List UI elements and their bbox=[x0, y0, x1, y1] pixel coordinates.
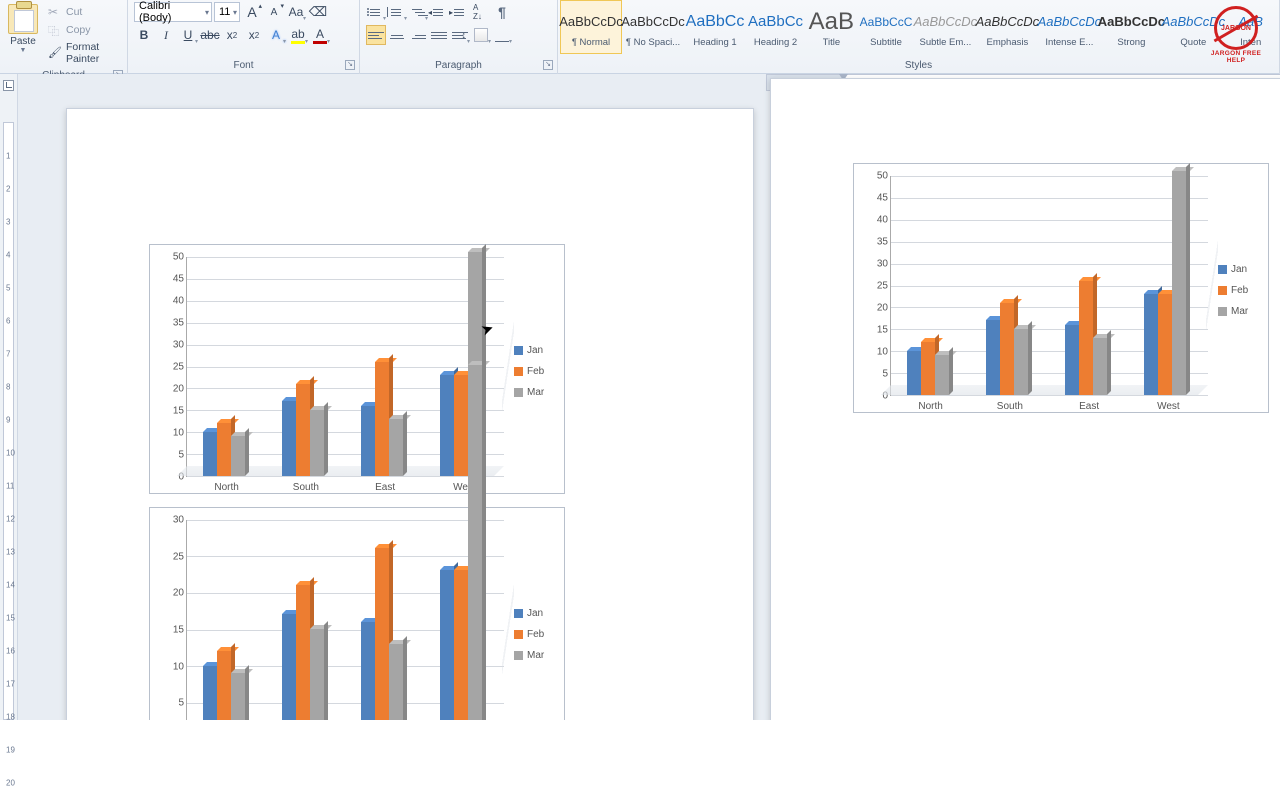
cut-button[interactable]: Cut bbox=[46, 4, 119, 20]
chart-2[interactable]: 51015202530NorthSouthEastWestJanFebMar bbox=[149, 507, 565, 720]
clear-format-button[interactable]: ⌫ bbox=[308, 2, 328, 22]
bold-button[interactable]: B bbox=[134, 25, 154, 45]
dec-indent-button[interactable]: ◂ bbox=[429, 2, 449, 22]
style-emphasis[interactable]: AaBbCcDcEmphasis bbox=[976, 0, 1038, 54]
ribbon: Paste ▼ Cut Copy Format Painter Clipboar… bbox=[0, 0, 1280, 74]
justify-button[interactable] bbox=[429, 25, 449, 45]
style---normal[interactable]: AaBbCcDc¶ Normal bbox=[560, 0, 622, 54]
text-effects-button[interactable]: A bbox=[266, 25, 286, 45]
style-subtitle[interactable]: AaBbCcCSubtitle bbox=[858, 0, 915, 54]
group-label: Font bbox=[233, 60, 253, 71]
bullets-button[interactable] bbox=[366, 2, 386, 22]
group-paragraph: ◂ ▸ ¶ ↕ Paragraph ↘ bbox=[360, 0, 558, 74]
dialog-launcher-icon[interactable]: ↘ bbox=[543, 60, 553, 70]
change-case-button[interactable]: Aa bbox=[286, 2, 306, 22]
paste-button[interactable]: Paste ▼ bbox=[4, 2, 42, 54]
borders-button[interactable] bbox=[492, 25, 512, 45]
border-icon bbox=[495, 28, 509, 42]
page-2: 05101520253035404550NorthSouthEastWestJa… bbox=[770, 78, 1280, 720]
inc-indent-button[interactable]: ▸ bbox=[450, 2, 470, 22]
underline-button[interactable]: U bbox=[178, 25, 198, 45]
align-center-button[interactable] bbox=[387, 25, 407, 45]
strike-button[interactable]: abc bbox=[200, 25, 220, 45]
paste-icon bbox=[8, 4, 38, 34]
grow-font-button[interactable]: A▴ bbox=[242, 2, 262, 22]
group-label: Styles bbox=[905, 60, 932, 71]
align-left-button[interactable] bbox=[366, 25, 386, 45]
font-name-combo[interactable]: Calibri (Body) bbox=[134, 2, 212, 22]
show-marks-button[interactable]: ¶ bbox=[492, 2, 512, 22]
font-color-button[interactable]: A bbox=[310, 25, 330, 45]
font-size-combo[interactable]: 11 bbox=[214, 2, 240, 22]
brush-icon bbox=[48, 46, 62, 60]
vertical-ruler: 1234567891011121314151617181920 bbox=[3, 122, 14, 720]
page-1: 05101520253035404550NorthSouthEastWestJa… bbox=[66, 108, 754, 720]
bucket-icon bbox=[474, 28, 488, 42]
chart-3[interactable]: 05101520253035404550NorthSouthEastWestJa… bbox=[853, 163, 1269, 413]
style-heading-1[interactable]: AaBbCcHeading 1 bbox=[684, 0, 746, 54]
group-label: Paragraph bbox=[435, 60, 482, 71]
multilevel-button[interactable] bbox=[408, 2, 428, 22]
shading-button[interactable] bbox=[471, 25, 491, 45]
italic-button[interactable]: I bbox=[156, 25, 176, 45]
style-subtle-em---[interactable]: AaBbCcDcSubtle Em... bbox=[914, 0, 976, 54]
copy-icon bbox=[48, 23, 62, 37]
chart-1[interactable]: 05101520253035404550NorthSouthEastWestJa… bbox=[149, 244, 565, 494]
document-area: 123456789101112131415 051015202530354045… bbox=[18, 74, 1280, 720]
superscript-button[interactable]: x2 bbox=[244, 25, 264, 45]
group-styles: AaBbCcDc¶ NormalAaBbCcDc¶ No Spaci...AaB… bbox=[558, 0, 1280, 74]
group-font: Calibri (Body) 11 A▴ A▾ Aa ⌫ B I U abc x… bbox=[128, 0, 360, 74]
left-gutter: 1234567891011121314151617181920 bbox=[0, 74, 18, 720]
shrink-font-button[interactable]: A▾ bbox=[264, 2, 284, 22]
style---no-spaci---[interactable]: AaBbCcDc¶ No Spaci... bbox=[622, 0, 684, 54]
tab-selector[interactable] bbox=[3, 80, 14, 91]
align-right-button[interactable] bbox=[408, 25, 428, 45]
chevron-down-icon: ▼ bbox=[20, 47, 27, 54]
paste-label: Paste bbox=[10, 36, 36, 47]
style-strong[interactable]: AaBbCcDcStrong bbox=[1100, 0, 1162, 54]
dialog-launcher-icon[interactable]: ↘ bbox=[345, 60, 355, 70]
style-intense-e---[interactable]: AaBbCcDcIntense E... bbox=[1038, 0, 1100, 54]
format-painter-button[interactable]: Format Painter bbox=[46, 40, 119, 66]
highlight-button[interactable]: ab bbox=[288, 25, 308, 45]
sort-button[interactable] bbox=[471, 2, 491, 22]
style-title[interactable]: AaBTitle bbox=[805, 0, 858, 54]
scissors-icon bbox=[48, 5, 62, 19]
group-clipboard: Paste ▼ Cut Copy Format Painter Clipboar… bbox=[0, 0, 128, 74]
subscript-button[interactable]: x2 bbox=[222, 25, 242, 45]
watermark-stamp: JARGON JARGON FREE HELP bbox=[1208, 6, 1264, 64]
style-heading-2[interactable]: AaBbCcHeading 2 bbox=[746, 0, 805, 54]
copy-button[interactable]: Copy bbox=[46, 22, 119, 38]
line-spacing-button[interactable]: ↕ bbox=[450, 25, 470, 45]
numbering-button[interactable] bbox=[387, 2, 407, 22]
